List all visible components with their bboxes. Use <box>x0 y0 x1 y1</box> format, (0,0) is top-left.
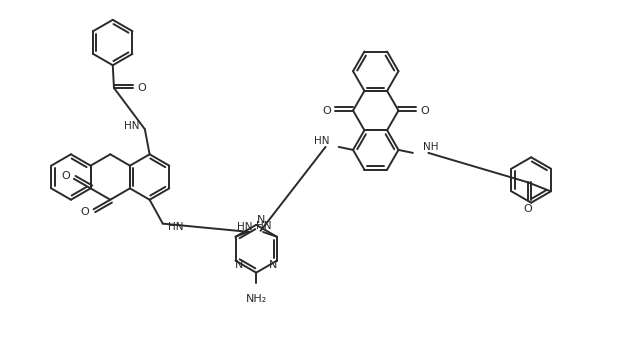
Text: O: O <box>137 83 146 93</box>
Text: HN: HN <box>314 136 329 146</box>
Text: N: N <box>235 261 244 270</box>
Text: NH₂: NH₂ <box>245 294 267 304</box>
Text: HN: HN <box>168 222 183 231</box>
Text: N: N <box>269 261 277 270</box>
Text: O: O <box>421 105 429 116</box>
Text: O: O <box>61 171 70 181</box>
Text: NH: NH <box>423 142 438 152</box>
Text: O: O <box>322 105 331 116</box>
Text: HN: HN <box>257 221 272 231</box>
Text: N: N <box>257 215 265 225</box>
Text: HN: HN <box>124 121 140 131</box>
Text: O: O <box>524 204 533 214</box>
Text: O: O <box>81 207 90 217</box>
Text: HN: HN <box>237 222 253 232</box>
